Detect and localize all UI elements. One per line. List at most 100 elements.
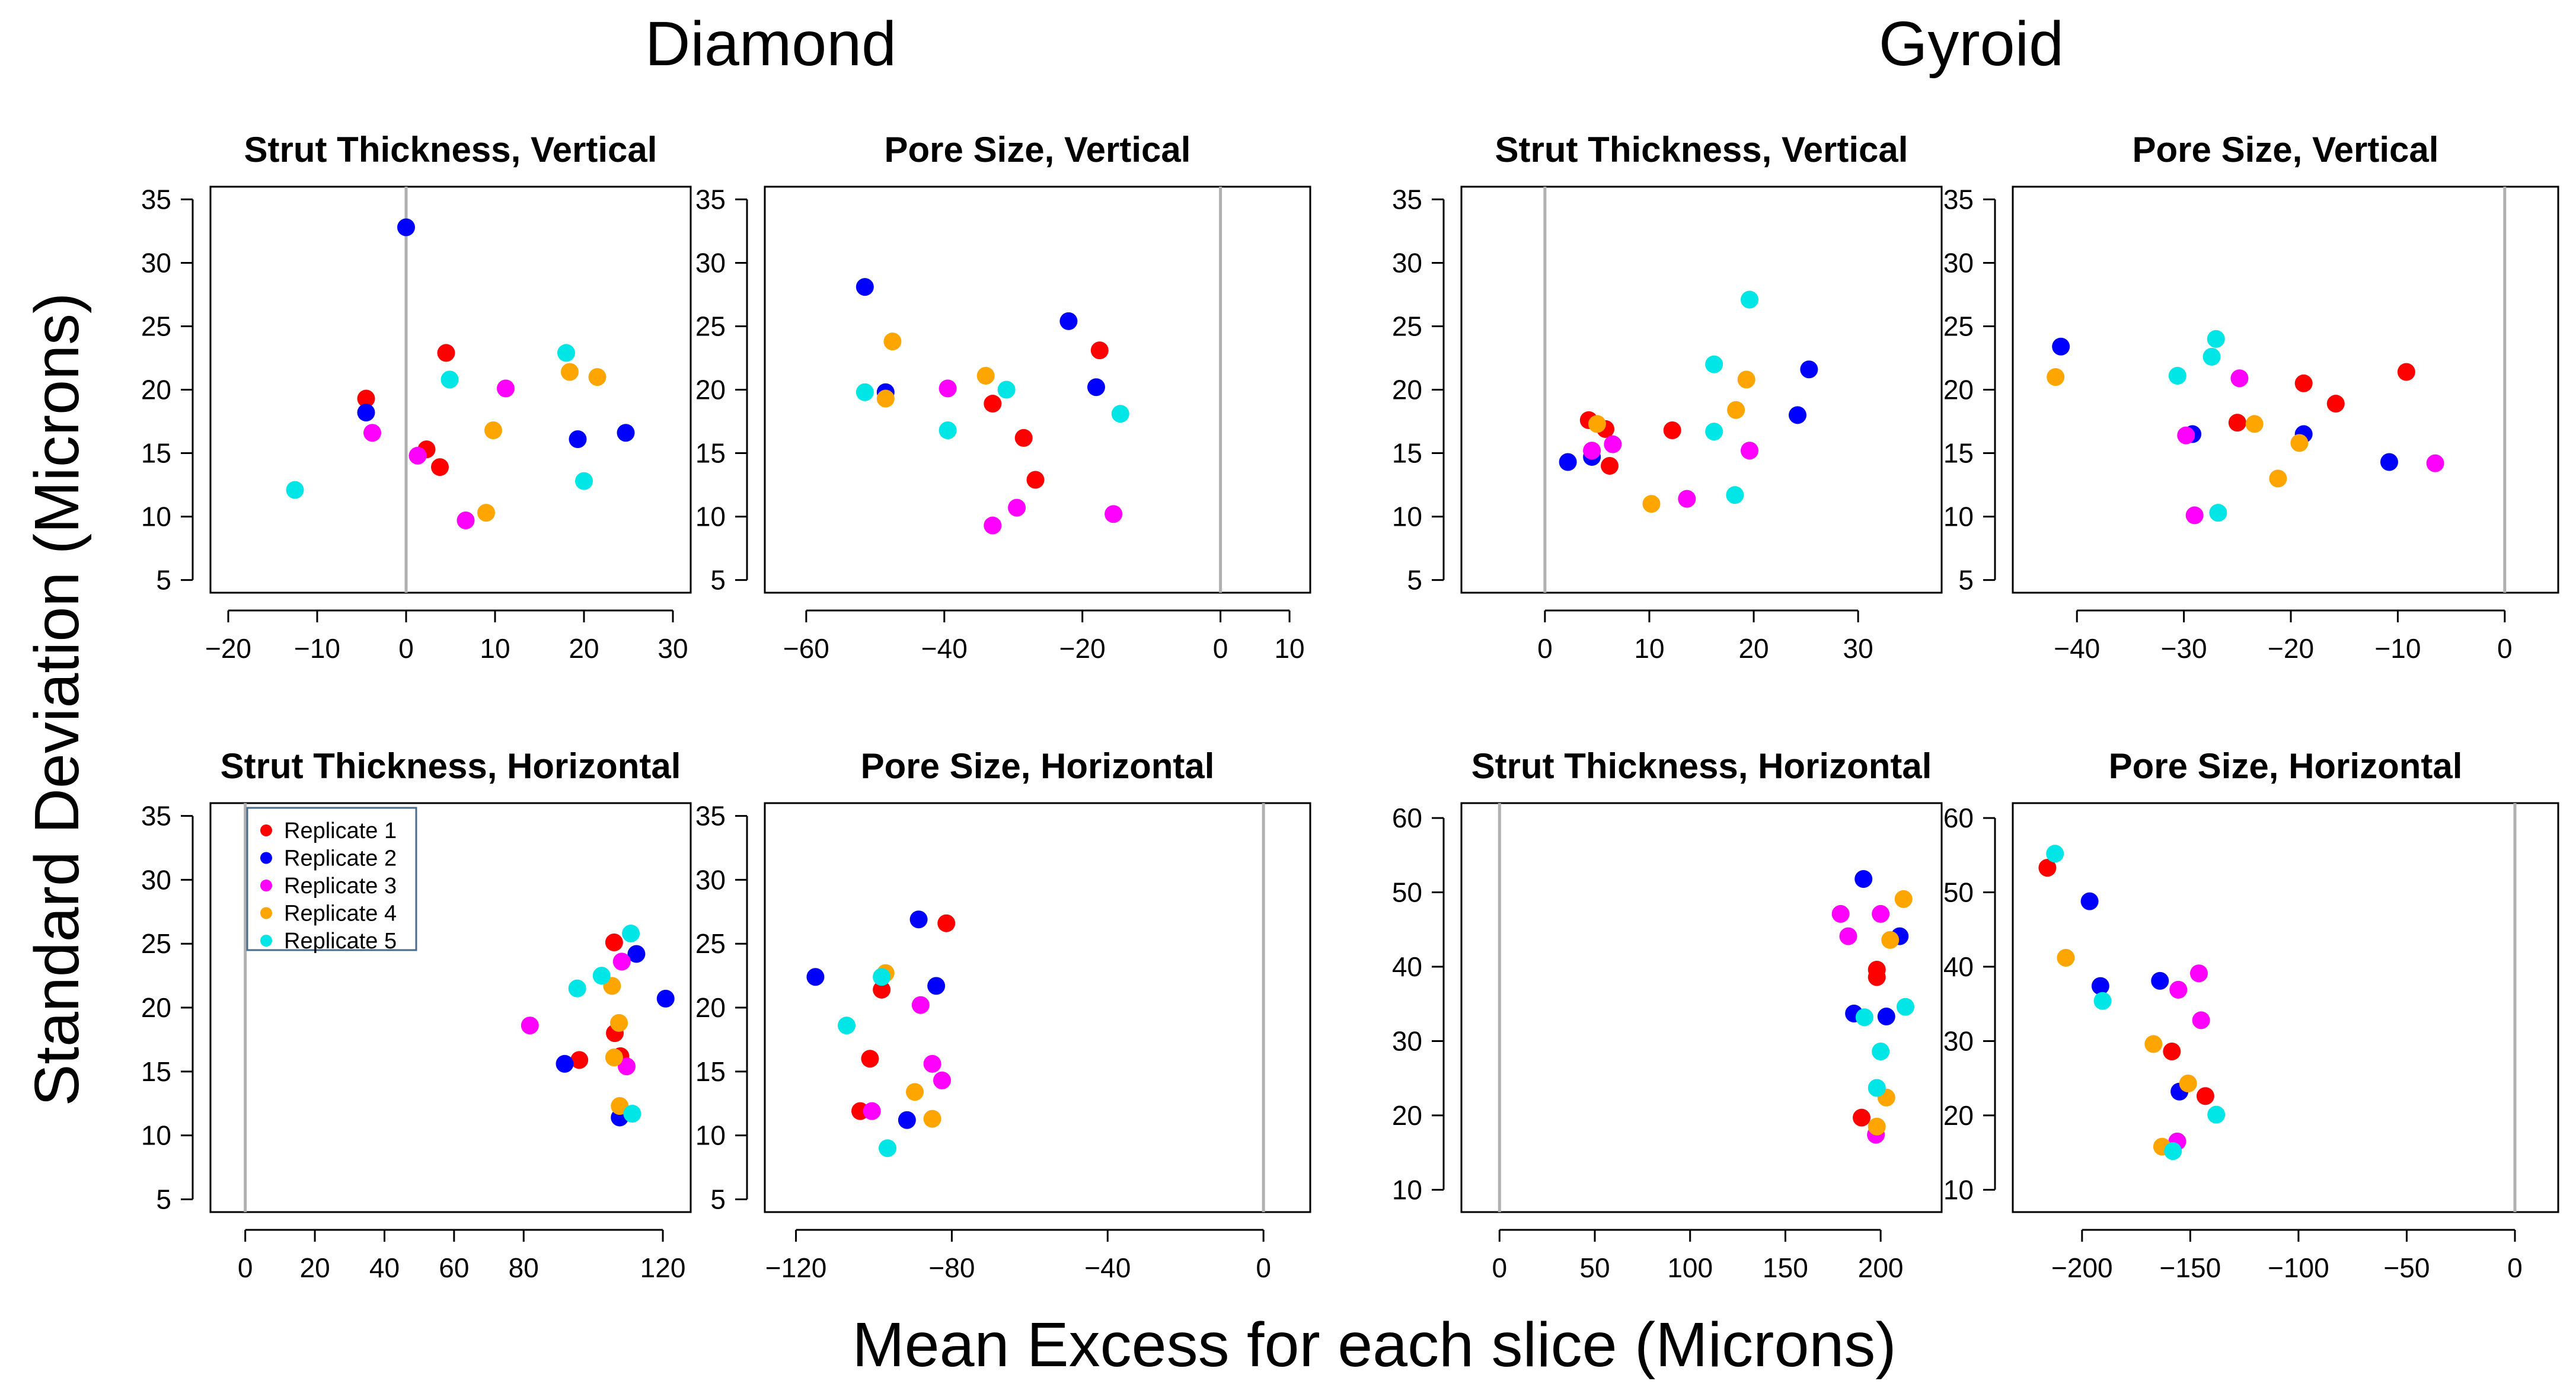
y-tick-label: 10 (695, 1120, 726, 1151)
data-point-replicate-5 (440, 370, 459, 389)
data-point-replicate-5 (568, 979, 586, 998)
panel-8: Pore Size, Horizontal −200 −150 −100 −50 0 10 2… (1943, 746, 2559, 1283)
panels: Strut Thickness, Vertical−20 −10 0 10 20 3051… (141, 130, 2559, 1283)
x-tick-label: −50 (2383, 1252, 2430, 1283)
data-point-replicate-3 (911, 996, 930, 1014)
group-title-diamond: Diamond (645, 9, 896, 79)
data-point-replicate-1 (357, 389, 375, 408)
legend-label: Replicate 3 (284, 874, 397, 899)
data-point-replicate-1 (937, 914, 956, 932)
data-point-replicate-1 (984, 395, 1002, 413)
x-tick-label: −100 (2268, 1252, 2329, 1283)
y-tick-label: 35 (1392, 184, 1422, 215)
data-point-replicate-1 (570, 1051, 589, 1069)
data-point-replicate-3 (457, 511, 475, 529)
plot-frame (1460, 802, 1943, 1213)
x-tick-label: −20 (205, 633, 251, 664)
data-point-replicate-2 (2080, 892, 2099, 910)
panel-title: Pore Size, Horizontal (2109, 746, 2463, 786)
data-point-replicate-2 (397, 218, 415, 236)
y-tick-label: 25 (695, 311, 726, 341)
data-point-replicate-1 (431, 458, 449, 477)
x-tick-label: 0 (1537, 633, 1553, 664)
data-point-replicate-4 (1642, 495, 1661, 513)
y-tick-label: 50 (1392, 877, 1422, 908)
data-point-replicate-5 (2093, 992, 2112, 1010)
y-tick-label: 50 (1943, 877, 1974, 908)
data-point-replicate-4 (484, 421, 502, 439)
panel-1: Strut Thickness, Vertical −20 −10 0 10 20 30 5 1… (141, 130, 692, 664)
data-point-replicate-4 (976, 366, 995, 385)
data-point-replicate-3 (521, 1016, 539, 1035)
data-point-replicate-3 (1583, 442, 1601, 460)
panel-title: Strut Thickness, Horizontal (1471, 746, 1932, 786)
data-point-replicate-5 (622, 924, 640, 942)
y-tick-label: 20 (1943, 1100, 1974, 1131)
data-point-replicate-4 (876, 389, 895, 408)
y-tick-label: 10 (1392, 1174, 1422, 1205)
legend-marker (260, 935, 272, 947)
data-point-replicate-1 (1868, 968, 1886, 986)
data-point-replicate-4 (2179, 1074, 2197, 1092)
y-tick-label: 25 (141, 311, 171, 341)
x-tick-label: −40 (2054, 633, 2100, 664)
panel-title: Pore Size, Vertical (2133, 130, 2439, 170)
legend-marker (260, 907, 272, 919)
y-tick-label: 30 (1392, 247, 1422, 278)
data-point-replicate-1 (2294, 374, 2313, 392)
data-point-replicate-2 (617, 424, 635, 442)
data-point-replicate-1 (1014, 429, 1033, 447)
data-point-replicate-3 (923, 1054, 941, 1073)
data-point-replicate-3 (933, 1071, 951, 1089)
y-tick-label: 30 (1943, 1025, 1974, 1056)
data-point-replicate-2 (1789, 406, 1806, 424)
x-tick-label: −150 (2160, 1252, 2221, 1283)
data-point-replicate-3 (2230, 369, 2249, 388)
y-tick-label: 15 (141, 1056, 171, 1087)
data-point-replicate-5 (575, 472, 593, 490)
legend-label: Replicate 5 (284, 929, 397, 954)
plot-frame (2012, 186, 2559, 594)
y-tick-label: 30 (141, 247, 171, 278)
y-tick-label: 30 (695, 864, 726, 895)
y-tick-label: 30 (141, 864, 171, 895)
x-tick-label: −120 (765, 1252, 827, 1283)
plot-frame (209, 802, 692, 1213)
x-tick-label: −200 (2051, 1252, 2113, 1283)
plot-frame (2012, 802, 2559, 1213)
data-point-replicate-5 (1855, 1008, 1873, 1027)
y-tick-label: 35 (1943, 184, 1974, 215)
data-point-replicate-4 (1588, 415, 1606, 433)
data-point-replicate-5 (2202, 347, 2221, 366)
y-tick-label: 20 (1392, 375, 1422, 405)
data-point-replicate-5 (879, 1139, 896, 1158)
data-point-replicate-4 (923, 1110, 941, 1128)
x-tick-label: 60 (439, 1252, 469, 1283)
data-point-replicate-1 (2228, 414, 2246, 432)
x-tick-label: 40 (369, 1252, 400, 1283)
y-tick-label: 15 (695, 438, 726, 469)
data-point-replicate-2 (1059, 312, 1078, 330)
y-tick-label: 25 (1943, 311, 1974, 341)
data-point-replicate-4 (2057, 948, 2075, 967)
data-point-replicate-2 (627, 945, 646, 963)
data-point-replicate-5 (997, 381, 1016, 399)
legend-marker (260, 880, 272, 891)
data-point-replicate-3 (2426, 454, 2444, 472)
data-point-replicate-3 (1008, 498, 1026, 517)
x-tick-label: −80 (928, 1252, 975, 1283)
x-tick-label: 200 (1858, 1252, 1904, 1283)
x-tick-label: 20 (300, 1252, 330, 1283)
data-point-replicate-3 (939, 379, 957, 398)
plot-frame (1460, 186, 1943, 594)
data-point-replicate-4 (2245, 415, 2264, 433)
x-tick-label: 50 (1579, 1252, 1610, 1283)
x-tick-label: −30 (2161, 633, 2207, 664)
data-point-replicate-2 (1877, 1008, 1895, 1026)
y-tick-label: 40 (1943, 951, 1974, 982)
x-tick-label: 150 (1763, 1252, 1808, 1283)
data-point-replicate-5 (1896, 998, 1914, 1016)
y-tick-label: 10 (141, 1120, 171, 1151)
y-tick-label: 20 (141, 992, 171, 1023)
data-point-replicate-5 (856, 383, 874, 401)
